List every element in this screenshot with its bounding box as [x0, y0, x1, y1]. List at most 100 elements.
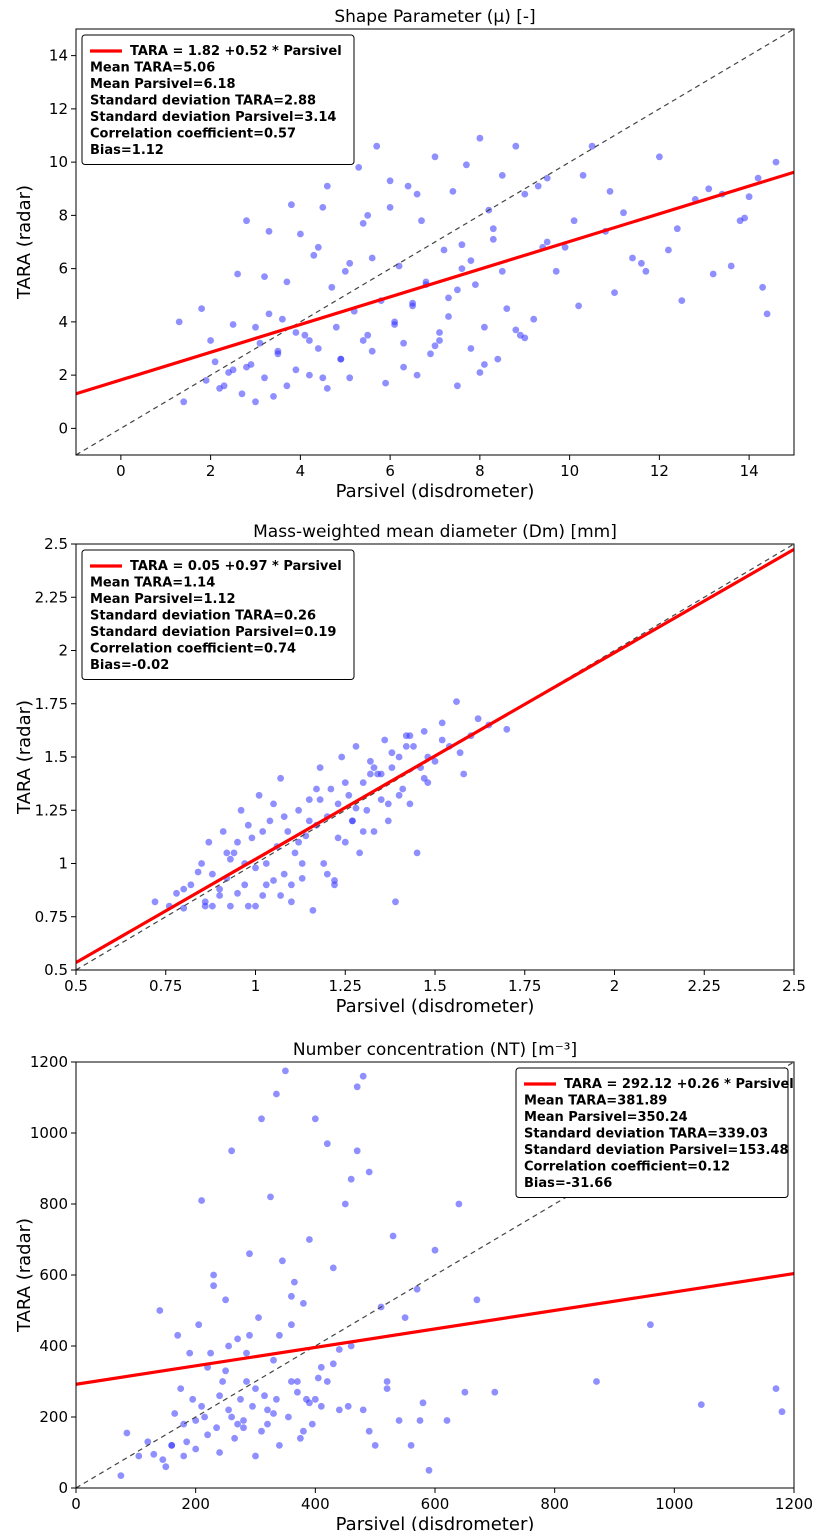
y-tick-label: 600	[39, 1266, 68, 1284]
data-point	[227, 855, 234, 863]
legend-box	[515, 1067, 789, 1198]
data-point	[454, 382, 461, 390]
data-point	[294, 1388, 301, 1396]
data-point	[216, 892, 224, 899]
data-point	[246, 1250, 253, 1258]
x-tick-label: 2.5	[782, 977, 806, 995]
data-point	[367, 770, 374, 778]
data-point	[344, 1402, 352, 1410]
data-point	[400, 363, 407, 371]
data-point	[593, 1378, 600, 1385]
data-point	[386, 204, 394, 211]
data-point	[230, 849, 238, 857]
data-point	[171, 1410, 179, 1417]
data-point	[391, 318, 398, 326]
data-point	[319, 374, 327, 382]
data-point	[300, 1300, 307, 1307]
data-point	[543, 238, 551, 246]
data-point	[317, 1402, 325, 1410]
x-tick-label: 10	[560, 462, 579, 480]
x-tick-label: 4	[296, 462, 306, 480]
data-point	[229, 321, 237, 328]
data-point	[256, 339, 264, 347]
data-point	[270, 800, 277, 808]
data-point	[209, 902, 216, 910]
data-point	[364, 331, 372, 339]
legend-stat: Bias=1.12	[90, 143, 164, 158]
y-axis-label: TARA (radar)	[14, 700, 35, 815]
fit-line	[76, 170, 794, 396]
data-point	[279, 315, 286, 323]
data-point	[229, 366, 237, 374]
legend-fit-label: TARA = 1.82 +0.52 * Parsivel	[130, 44, 342, 59]
data-point	[353, 1083, 361, 1091]
data-point	[386, 177, 394, 185]
data-point	[123, 1429, 131, 1437]
data-point	[291, 849, 299, 857]
data-point	[314, 1374, 322, 1382]
data-point	[754, 174, 762, 182]
data-point	[373, 142, 381, 150]
data-point	[216, 885, 224, 893]
legend-stat: Mean TARA=381.89	[524, 1094, 667, 1109]
data-point	[341, 1200, 349, 1208]
data-point	[512, 142, 520, 150]
data-point	[341, 267, 349, 275]
data-point	[463, 161, 470, 169]
data-point	[317, 1363, 325, 1371]
y-tick-label: 12	[49, 100, 68, 118]
data-point	[282, 1067, 289, 1075]
data-point	[355, 164, 363, 171]
data-point	[370, 828, 378, 835]
data-point	[207, 337, 215, 344]
data-point	[491, 1388, 499, 1396]
data-point	[313, 785, 320, 793]
data-point	[438, 736, 446, 744]
legend-stat: Mean Parsivel=1.12	[90, 592, 236, 607]
data-point	[384, 800, 392, 808]
data-point	[341, 779, 349, 786]
data-point	[306, 1236, 313, 1243]
data-point	[349, 817, 356, 825]
data-point	[364, 212, 372, 219]
data-point	[367, 757, 374, 765]
data-point	[347, 1342, 355, 1350]
y-tick-label: 14	[49, 47, 68, 65]
data-point	[187, 881, 195, 889]
data-point	[306, 1399, 313, 1407]
data-point	[332, 323, 340, 331]
data-point	[473, 1296, 481, 1304]
data-point	[334, 834, 342, 842]
data-point	[252, 864, 259, 872]
data-point	[241, 881, 249, 889]
data-point	[420, 728, 428, 735]
chart-title: Mass-weighted mean diameter (Dm) [mm]	[253, 522, 617, 542]
data-point	[225, 1406, 233, 1414]
legend-stat: Mean TARA=1.14	[90, 576, 215, 591]
data-point	[456, 749, 464, 757]
data-point	[305, 796, 313, 803]
data-point	[352, 743, 360, 750]
data-point	[665, 246, 672, 254]
data-point	[561, 243, 569, 251]
data-point	[481, 323, 488, 331]
data-point	[606, 188, 614, 195]
legend-stat: Standard deviation Parsivel=153.48	[524, 1143, 789, 1158]
data-point	[261, 374, 268, 382]
data-point	[311, 1395, 319, 1403]
data-point	[180, 885, 188, 893]
data-point	[117, 1472, 125, 1479]
mass-weighted-diameter-chart: Mass-weighted mean diameter (Dm) [mm] Pa…	[14, 522, 806, 1017]
data-point	[195, 1321, 203, 1329]
data-point	[288, 1321, 295, 1329]
data-point	[175, 318, 183, 326]
data-point	[276, 1331, 283, 1339]
data-point	[347, 1175, 355, 1183]
data-point	[611, 289, 618, 296]
data-point	[288, 898, 295, 906]
x-tick-label: 2	[206, 462, 216, 480]
data-point	[461, 1388, 469, 1396]
x-tick-label: 1200	[775, 1495, 813, 1513]
legend-stat: Correlation coefficient=0.12	[524, 1160, 730, 1175]
data-point	[210, 1271, 218, 1279]
